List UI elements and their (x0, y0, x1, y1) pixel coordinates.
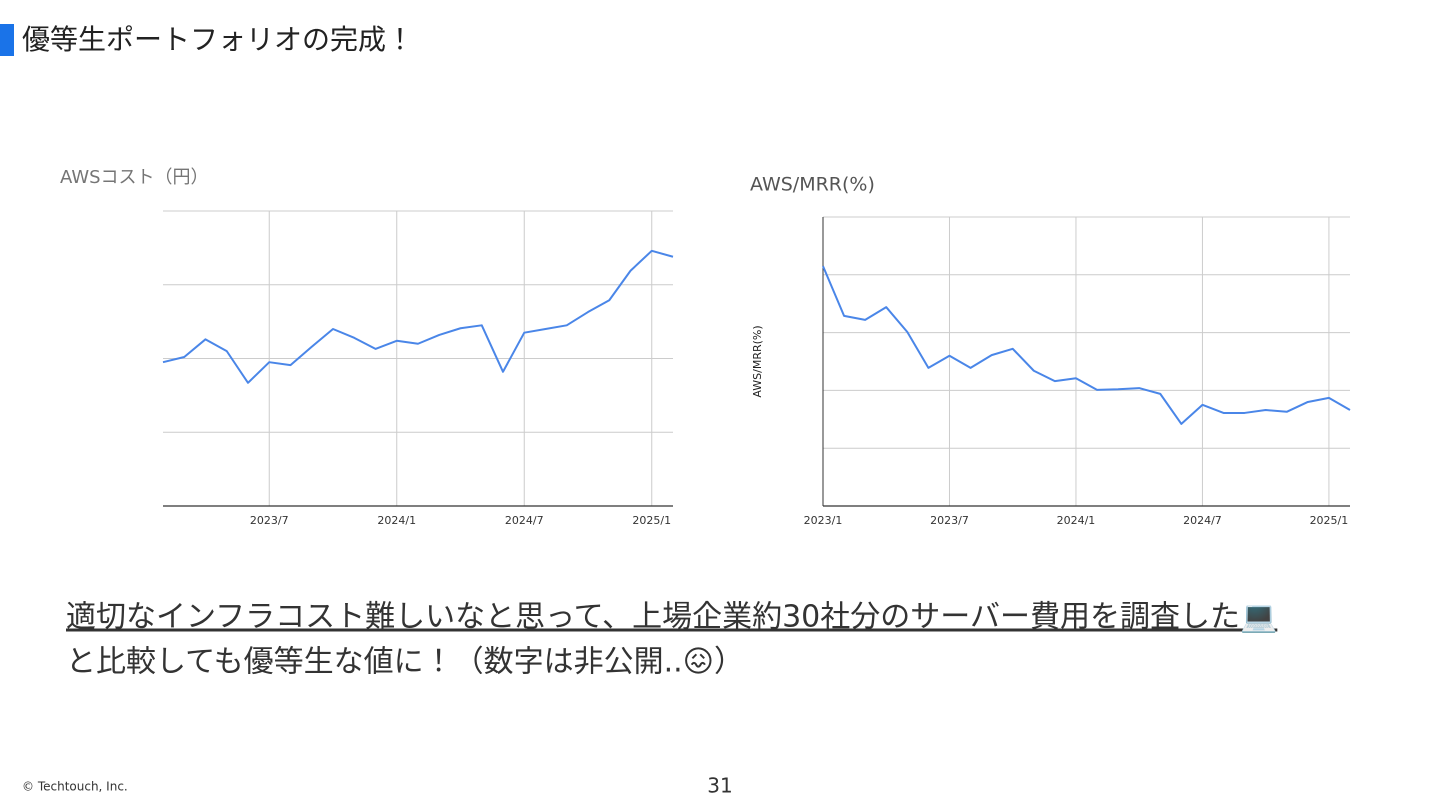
body-text: と比較しても優等生な値に！（数字は非公開..😖） (66, 645, 744, 680)
y-axis-label: AWS/MRR(%) (751, 325, 764, 397)
chart-title: AWSコスト（円） (60, 167, 209, 188)
x-tick-label: 2024/7 (1183, 514, 1222, 527)
x-tick-label: 2023/1 (804, 514, 843, 527)
series-line (822, 265, 1351, 425)
chart-title: AWS/MRR(%) (750, 174, 875, 196)
x-tick-label: 2023/7 (250, 514, 289, 527)
x-tick-label: 2025/1 (1310, 514, 1349, 527)
x-tick-label: 2024/1 (1057, 514, 1096, 527)
page-number: 31 (707, 774, 732, 798)
series-line (162, 249, 674, 384)
slide-title: 優等生ポートフォリオの完成！ (22, 23, 414, 56)
x-tick-label: 2023/7 (930, 514, 969, 527)
charts: AWSコスト（円） 2023/7 2024/1 2024/7 2025/1 AWS/MRR… (60, 167, 1351, 527)
title-accent (0, 24, 14, 56)
copyright: © Techtouch, Inc. (22, 780, 128, 794)
x-tick-label: 2024/1 (377, 514, 416, 527)
x-tick-label: 2025/1 (632, 514, 671, 527)
body-link[interactable]: 適切なインフラコスト難しいなと思って、上場企業約30社分のサーバー費用を調査した… (66, 600, 1277, 635)
x-tick-label: 2024/7 (505, 514, 544, 527)
